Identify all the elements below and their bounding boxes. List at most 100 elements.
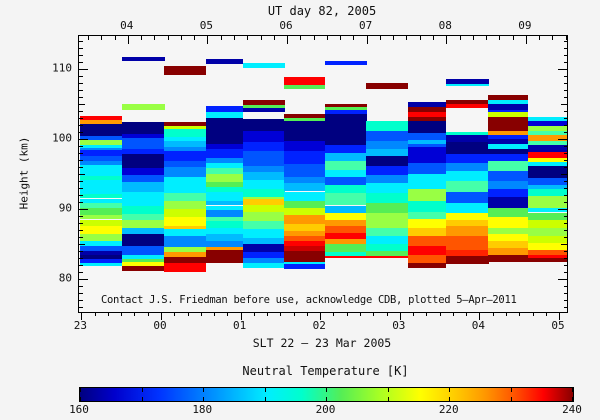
heatmap-band [324,252,367,256]
y-tick-right [563,293,567,295]
heatmap-band [445,249,489,256]
heatmap-band [79,160,123,165]
heatmap-band [527,235,568,243]
heatmap-band [164,246,207,253]
x-tick-top [180,36,182,40]
heatmap-band [205,200,244,206]
y-tick-right [563,188,567,189]
y-tick-right [563,89,567,91]
heatmap-band [164,201,207,209]
heatmap-band [242,180,285,189]
y-tick-right [563,230,567,231]
x-tick-bottom [452,312,454,316]
y-tick-left [79,75,83,77]
heatmap-band [242,244,285,253]
x-tick-label: 23 [73,319,87,332]
heatmap-band [407,201,447,212]
y-tick-left [79,202,83,203]
heatmap-band [205,106,244,112]
heatmap-band [445,78,489,84]
x-tick-top [220,36,222,40]
x-tick-top [233,36,235,40]
y-tick-right [563,181,567,182]
heatmap-band [324,114,367,145]
heatmap-band [324,244,367,253]
heatmap-band [407,162,447,174]
heatmap-band [324,176,367,186]
x-tick-bottom [426,312,428,316]
heatmap-band [121,220,165,228]
y-tick-left [79,300,83,302]
heatmap-band [205,220,244,228]
heatmap-band [205,149,244,158]
heatmap-band [366,255,409,258]
heatmap-band [164,146,207,151]
heatmap-band [488,181,529,189]
y-tick-left [79,195,83,196]
heatmap-band [284,207,326,215]
x-tick-label: 04 [471,319,486,332]
x-tick-top [260,36,262,40]
x-tick-bottom [386,312,388,316]
heatmap-band [527,134,568,142]
heatmap-band [488,143,529,150]
x-tick-top [340,36,342,40]
heatmap-band [121,57,165,62]
y-tick-left [79,307,83,309]
y-tick-right [563,258,567,260]
heatmap-band [242,171,285,181]
heatmap-band [527,145,568,152]
heatmap-band [324,225,367,233]
heatmap-band [164,209,207,217]
heatmap-band [242,262,285,268]
heatmap-band [284,77,326,86]
heatmap-band [79,241,123,247]
y-tick-left [79,152,83,154]
colorbar-tick [203,388,204,392]
heatmap-band [284,113,326,118]
y-tick-right [563,251,567,253]
y-tick-left [79,258,83,260]
heatmap-band [284,141,326,151]
y-tick-left [79,209,88,210]
heatmap-band [324,185,367,193]
ut-tick-label: 07 [359,19,373,32]
y-tick-right [563,202,567,203]
y-tick-left [79,82,83,84]
heatmap-band [79,193,123,199]
heatmap-band [527,249,568,255]
y-tick-right [563,145,567,147]
heatmap-band [284,150,326,165]
heatmap-band [284,164,326,177]
heatmap-band [79,234,123,242]
heatmap-band [164,126,207,130]
colorbar-tick-label: 160 [69,403,89,416]
x-tick-bottom [147,312,149,316]
heatmap-band [164,229,207,236]
heatmap-band [121,168,165,175]
heatmap-band [527,178,568,186]
y-tick-left [79,223,83,224]
heatmap-band [242,258,285,263]
colorbar-tick [264,397,266,401]
heatmap-band [284,261,326,265]
colorbar-tick [449,397,450,401]
x-tick-top [552,36,554,40]
x-tick-top [379,36,381,40]
heatmap-band [242,237,285,244]
y-tick-left [79,216,83,217]
x-tick-bottom [545,312,547,316]
heatmap-band [242,211,285,221]
x-tick-top [101,36,103,40]
heatmap-band [79,246,123,251]
y-tick-right [563,117,567,119]
y-tick-right [563,216,567,217]
y-tick-right [563,47,567,49]
y-tick-right [563,237,567,238]
heatmap-band [407,147,447,163]
heatmap-band [284,251,326,262]
colorbar-tick [449,388,450,392]
heatmap-band [121,246,165,255]
heatmap-band [488,154,529,161]
heatmap-band [407,218,447,228]
